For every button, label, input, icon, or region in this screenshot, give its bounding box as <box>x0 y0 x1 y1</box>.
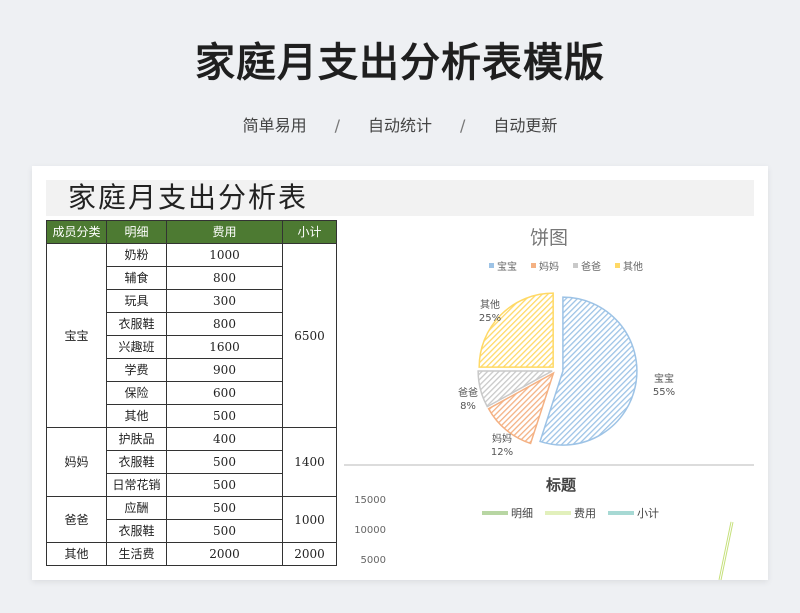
cost-cell[interactable]: 900 <box>166 358 283 382</box>
sheet-title[interactable]: 家庭月支出分析表 <box>68 181 309 214</box>
pie-slice-3[interactable] <box>477 370 553 408</box>
y-tick-label: 5000 <box>361 555 386 566</box>
member-cell[interactable]: 爸爸 <box>46 496 107 543</box>
line-series-fei-yong-inner <box>719 521 733 580</box>
pie-data-label-name: 爸爸 <box>458 386 478 399</box>
line-legend-label: 费用 <box>574 507 596 520</box>
legend-swatch <box>615 263 620 268</box>
cost-cell[interactable]: 500 <box>166 473 283 497</box>
pie-legend-label: 其他 <box>623 260 643 273</box>
detail-cell[interactable]: 衣服鞋 <box>106 519 167 543</box>
table-row: 妈妈 护肤品 400 1400 <box>46 427 337 497</box>
subtotal-cell[interactable]: 1000 <box>282 496 337 543</box>
pie-data-label-name: 妈妈 <box>492 432 512 445</box>
line-legend-label: 明细 <box>511 507 533 520</box>
page-title: 家庭月支出分析表模版 <box>195 40 605 86</box>
cost-cell[interactable]: 500 <box>166 519 283 543</box>
subtotal-cell[interactable]: 1400 <box>282 427 337 497</box>
detail-cell[interactable]: 兴趣班 <box>106 335 167 359</box>
pie-slice-4[interactable] <box>478 292 554 368</box>
pie-data-label-value: 8% <box>460 401 476 412</box>
column-header-cost[interactable]: 费用 <box>166 220 283 244</box>
pie-slice-1[interactable] <box>539 296 638 446</box>
line-legend-label: 小计 <box>637 507 659 520</box>
cost-cell[interactable]: 600 <box>166 381 283 405</box>
table-row: 辅食 800 <box>47 266 337 290</box>
pie-data-label-value: 12% <box>491 447 513 458</box>
detail-cell[interactable]: 衣服鞋 <box>106 450 167 474</box>
table-row: 其他 生活费 2000 2000 <box>46 542 337 566</box>
detail-cell[interactable]: 玩具 <box>106 289 167 313</box>
detail-cell[interactable]: 奶粉 <box>106 243 167 267</box>
legend-swatch <box>573 263 578 268</box>
subtitle-item-3: 自动更新 <box>493 116 558 135</box>
detail-cell[interactable]: 学费 <box>106 358 167 382</box>
table-header-row: 成员分类 明细 费用 小计 <box>46 220 337 244</box>
cost-cell[interactable]: 1000 <box>166 243 283 267</box>
legend-swatch <box>531 263 536 268</box>
pie-data-label-value: 55% <box>653 387 675 398</box>
detail-cell[interactable]: 其他 <box>106 404 167 428</box>
y-tick-label: 15000 <box>354 495 386 506</box>
cost-cell[interactable]: 800 <box>166 312 283 336</box>
y-tick-label: 10000 <box>354 525 386 536</box>
legend-swatch <box>489 263 494 268</box>
member-cell[interactable]: 妈妈 <box>46 427 107 497</box>
pie-data-label-name: 宝宝 <box>654 372 674 385</box>
subtotal-cell[interactable]: 2000 <box>282 542 337 566</box>
spreadsheet-preview: 家庭月支出分析表 成员分类 明细 费用 小计 宝宝 奶粉 1000 6500 辅食 800… <box>32 166 768 580</box>
detail-cell[interactable]: 保险 <box>106 381 167 405</box>
pie-chart-title: 饼图 <box>530 227 568 249</box>
pie-data-label-name: 其他 <box>480 298 500 311</box>
table-row: 保险 600 <box>47 381 337 405</box>
expense-table: 成员分类 明细 费用 小计 宝宝 奶粉 1000 6500 辅食 800 玩具 300 衣服鞋 8… <box>46 220 337 566</box>
member-cell[interactable]: 宝宝 <box>46 243 107 428</box>
line-chart-title: 标题 <box>545 476 577 494</box>
table-row: 衣服鞋 500 <box>47 450 337 474</box>
pie-legend-label: 爸爸 <box>581 260 601 273</box>
pie-chart[interactable]: 饼图 宝宝 妈妈 爸爸 其他 宝宝 55% 妈妈 12% 爸爸 8% 其他 25% <box>344 220 754 464</box>
table-row: 兴趣班 1600 <box>47 335 337 359</box>
table-row: 衣服鞋 500 <box>47 519 337 543</box>
detail-cell[interactable]: 护肤品 <box>106 427 167 451</box>
table-row: 玩具 300 <box>47 289 337 313</box>
column-header-subtotal[interactable]: 小计 <box>282 220 337 244</box>
table-row: 爸爸 应酬 500 1000 <box>46 496 337 543</box>
subtotal-cell[interactable]: 6500 <box>282 243 337 428</box>
cost-cell[interactable]: 400 <box>166 427 283 451</box>
pie-legend-label: 妈妈 <box>539 260 559 273</box>
subtitle-separator: / <box>460 116 466 135</box>
cost-cell[interactable]: 300 <box>166 289 283 313</box>
pie-legend-label: 宝宝 <box>497 260 517 273</box>
page-subtitle: 简单易用 / 自动统计 / 自动更新 <box>0 112 800 136</box>
cost-cell[interactable]: 500 <box>166 496 283 520</box>
pie-slice-2[interactable] <box>487 371 555 445</box>
subtitle-item-1: 简单易用 <box>242 116 307 135</box>
cost-cell[interactable]: 2000 <box>166 542 283 566</box>
table-row: 学费 900 <box>47 358 337 382</box>
table-row: 其他 500 <box>47 404 337 428</box>
line-chart[interactable]: 标题 明细 费用 小计 15000 10000 5000 <box>344 466 754 580</box>
detail-cell[interactable]: 应酬 <box>106 496 167 520</box>
sheet-title-bar: 家庭月支出分析表 <box>46 180 754 216</box>
table-row: 衣服鞋 800 <box>47 312 337 336</box>
column-header-member[interactable]: 成员分类 <box>46 220 107 244</box>
subtitle-item-2: 自动统计 <box>367 116 432 135</box>
detail-cell[interactable]: 日常花销 <box>106 473 167 497</box>
cost-cell[interactable]: 1600 <box>166 335 283 359</box>
subtitle-separator: / <box>334 116 340 135</box>
member-cell[interactable]: 其他 <box>46 542 107 566</box>
cost-cell[interactable]: 800 <box>166 266 283 290</box>
cost-cell[interactable]: 500 <box>166 450 283 474</box>
cost-cell[interactable]: 500 <box>166 404 283 428</box>
detail-cell[interactable]: 生活费 <box>106 542 167 566</box>
table-row: 宝宝 奶粉 1000 6500 <box>46 243 337 428</box>
detail-cell[interactable]: 辅食 <box>106 266 167 290</box>
column-header-detail[interactable]: 明细 <box>106 220 167 244</box>
chart-divider <box>344 464 754 466</box>
pie-data-label-value: 25% <box>479 313 501 324</box>
detail-cell[interactable]: 衣服鞋 <box>106 312 167 336</box>
